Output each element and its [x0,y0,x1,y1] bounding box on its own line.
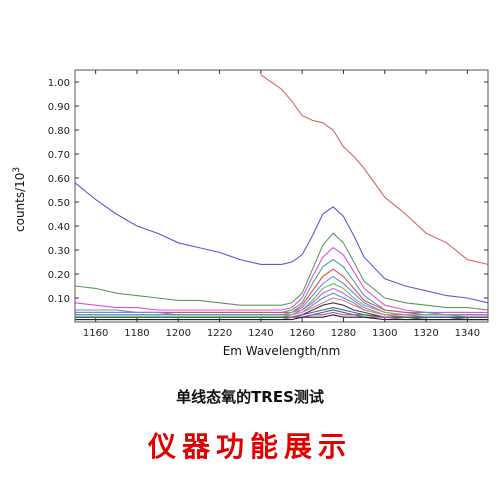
y-tick-label: 0.50 [48,198,70,209]
y-axis-label: counts/103 [12,167,27,232]
headline-banner: 仪器功能展示 [147,430,352,463]
y-axis-label-exponent: 3 [12,167,22,173]
x-tick-label: 1220 [207,328,232,339]
y-tick-label: 0.30 [48,246,70,257]
series-line-3 [75,232,488,311]
x-tick-label: 1260 [289,328,314,339]
y-tick-label: 0.60 [48,174,70,185]
x-tick-label: 1160 [83,328,108,339]
series-group [75,74,488,321]
x-tick-label: 1240 [248,328,273,339]
series-line-1 [260,74,488,265]
y-axis-label-base: counts/10 [13,173,27,232]
series-line-5 [75,258,488,316]
y-tick-label: 0.80 [48,126,70,137]
y-tick-label: 0.90 [48,102,70,113]
series-line-16 [75,314,488,321]
x-tick-label: 1300 [372,328,397,339]
plot-frame [74,69,489,323]
series-line-2 [75,182,488,304]
x-axis-label: Em Wavelength/nm [223,344,341,358]
y-tick-label: 1.00 [48,78,70,89]
y-tick-label: 0.10 [48,294,70,305]
y-tick-label: 0.70 [48,150,70,161]
x-tick-label: 1340 [455,328,480,339]
chart-caption: 单线态氧的TRES测试 [176,388,324,406]
x-tick-label: 1320 [413,328,438,339]
x-tick-label: 1180 [124,328,149,339]
x-tick-label: 1280 [331,328,356,339]
series-line-13 [75,307,488,321]
x-tick-label: 1200 [166,328,191,339]
tres-spectrum-chart: 0.10 0.20 0.30 0.40 0.50 0.60 0.70 0.80 0.90 1.00… [12,69,489,358]
series-line-4 [75,246,488,313]
y-tick-label: 0.40 [48,222,70,233]
y-tick-label: 0.20 [48,270,70,281]
